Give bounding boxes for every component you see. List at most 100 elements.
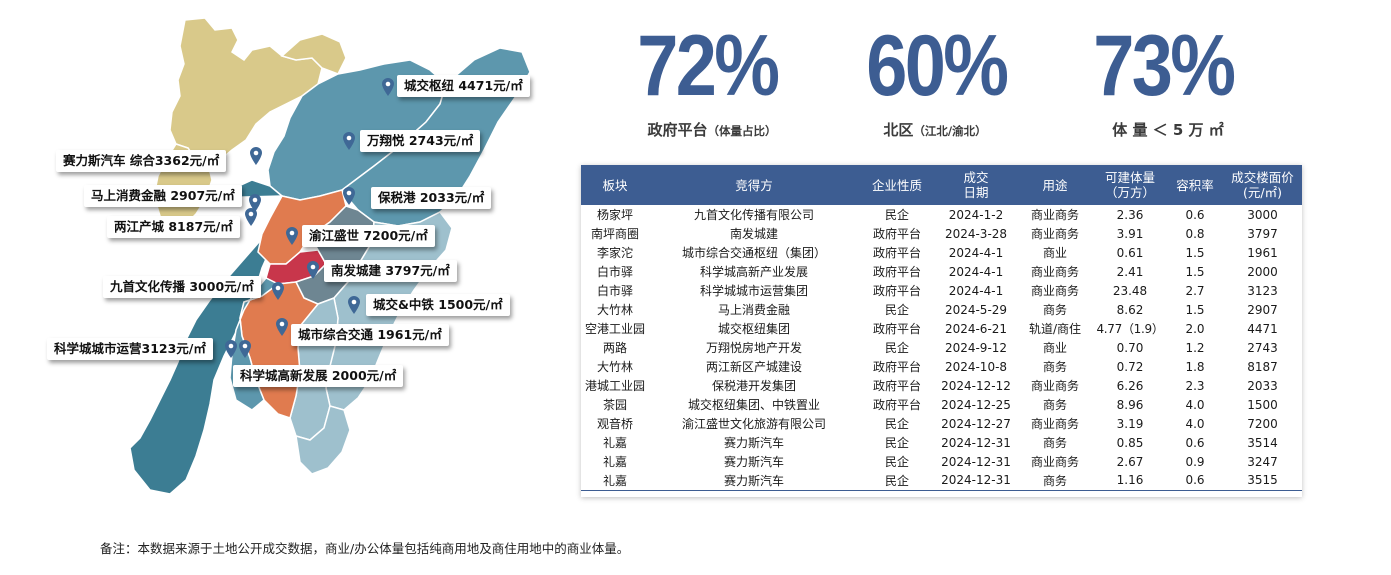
callout-mashang-finance[interactable]: 马上消费金融 2907元/㎡ xyxy=(84,185,242,207)
cell-winner: 科学城城市运营集团 xyxy=(699,284,808,298)
cell-price: 1961 xyxy=(1247,245,1278,260)
cell-winner: 保税港开发集团 xyxy=(711,379,796,393)
map-pin-icon[interactable] xyxy=(276,318,288,336)
stat-label-north: 北区（江北/渝北） xyxy=(855,118,1015,142)
map-pin-icon[interactable] xyxy=(382,78,394,96)
map-pin-icon[interactable] xyxy=(307,261,319,279)
cell-price: 3797 xyxy=(1247,226,1278,241)
callout-nanfa-chengjian[interactable]: 南发城建 3797元/㎡ xyxy=(324,260,457,282)
cell-company-type: 民企 xyxy=(884,436,909,450)
callout-chengjiao-zhongtie[interactable]: 城交&中铁 1500元/㎡ xyxy=(366,294,510,316)
table-row[interactable]: 大竹林 两江新区产城建设 政府平台 2024-10-8 商务 0.72 1.8 8187 xyxy=(581,357,1302,376)
cell-volume: 0.70 xyxy=(1116,340,1144,355)
callout-chengjiao-hub[interactable]: 城交枢纽 4471元/㎡ xyxy=(397,75,530,97)
cell-company-type: 政府平台 xyxy=(872,265,921,279)
cell-sector: 礼嘉 xyxy=(602,455,627,469)
map-pin-icon[interactable] xyxy=(348,296,360,314)
cell-volume: 2.36 xyxy=(1116,207,1144,222)
cell-far: 1.8 xyxy=(1185,359,1205,374)
table-row[interactable]: 观音桥 渝江盛世文化旅游有限公司 民企 2024-12-27 商业商务 3.19 4.0 72… xyxy=(581,414,1302,433)
cell-company-type: 民企 xyxy=(884,455,909,469)
cell-sector: 大竹林 xyxy=(596,360,633,374)
col-header-usage[interactable]: 用途 xyxy=(1017,165,1093,205)
cell-far: 1.5 xyxy=(1185,245,1205,260)
table-row[interactable]: 白市驿 科学城高新产业发展 政府平台 2024-4-1 商业商务 2.41 1.5 2000 xyxy=(581,262,1302,281)
cell-far: 2.7 xyxy=(1185,283,1205,298)
land-transaction-table: 板块 竞得方 企业性质 成交 日期 用途 可建体量 （万方） 容积率 成交楼面价… xyxy=(581,165,1302,491)
table-row[interactable]: 大竹林 马上消费金融 民企 2024-5-29 商务 8.62 1.5 2907 xyxy=(581,300,1302,319)
callout-yujiang-shengshi[interactable]: 渝江盛世 7200元/㎡ xyxy=(302,225,435,247)
cell-far: 2.0 xyxy=(1185,321,1205,336)
cell-far: 0.9 xyxy=(1185,454,1205,469)
stat-label-sub: （体量占比） xyxy=(707,124,777,138)
table-row[interactable]: 茶园 城交枢纽集团、中铁置业 政府平台 2024-12-25 商务 8.96 4.0 1500 xyxy=(581,395,1302,414)
col-header-sector[interactable]: 板块 xyxy=(581,165,649,205)
cell-date: 2024-12-31 xyxy=(941,435,1011,450)
table-row[interactable]: 礼嘉 赛力斯汽车 民企 2024-12-31 商业商务 2.67 0.9 3247 xyxy=(581,452,1302,471)
cell-usage: 商业商务 xyxy=(1030,265,1079,279)
map-pin-icon[interactable] xyxy=(343,132,355,150)
cell-winner: 九首文化传播有限公司 xyxy=(693,208,814,222)
map-pin-icon[interactable] xyxy=(225,340,237,358)
table-row[interactable]: 空港工业园 城交枢纽集团 政府平台 2024-6-21 轨道/商住 4.77（1.9） 2.… xyxy=(581,319,1302,338)
col-header-far[interactable]: 容积率 xyxy=(1167,165,1223,205)
map-pin-icon[interactable] xyxy=(245,208,257,226)
cell-company-type: 政府平台 xyxy=(872,398,921,412)
table-row[interactable]: 白市驿 科学城城市运营集团 政府平台 2024-4-1 商业商务 23.48 2.7 3123 xyxy=(581,281,1302,300)
table-row[interactable]: 两路 万翔悦房地产开发 民企 2024-9-12 商业 0.70 1.2 2743 xyxy=(581,338,1302,357)
cell-volume: 6.26 xyxy=(1116,378,1144,393)
map-pin-icon[interactable] xyxy=(343,187,355,205)
map-pin-icon[interactable] xyxy=(286,227,298,245)
cell-usage: 商务 xyxy=(1017,471,1093,491)
col-header-price[interactable]: 成交楼面价 (元/㎡) xyxy=(1223,165,1302,205)
table-body: 杨家坪 九首文化传播有限公司 民企 2024-1-2 商业商务 2.36 0.6 3000 南坪… xyxy=(581,205,1302,491)
stat-value-north-share: 60% xyxy=(866,18,1009,114)
cell-date: 2024-12-12 xyxy=(941,378,1011,393)
table-row[interactable]: 杨家坪 九首文化传播有限公司 民企 2024-1-2 商业商务 2.36 0.6 3000 xyxy=(581,205,1302,224)
map-pin-icon[interactable] xyxy=(239,340,251,358)
cell-company-type: 民企 xyxy=(884,417,909,431)
callout-liangjiang-chancheng[interactable]: 两江产城 8187元/㎡ xyxy=(107,216,240,238)
cell-price: 3123 xyxy=(1247,283,1278,298)
callout-bonded-port[interactable]: 保税港 2033元/㎡ xyxy=(371,187,492,209)
callout-kexuecheng-operation[interactable]: 科学城城市运营3123元/㎡ xyxy=(47,338,213,360)
cell-company-type: 民企 xyxy=(884,341,909,355)
callout-jiushou-culture[interactable]: 九首文化传播 3000元/㎡ xyxy=(103,276,261,298)
cell-usage: 商业商务 xyxy=(1030,379,1079,393)
cell-price: 8187 xyxy=(1247,359,1278,374)
cell-winner: 马上消费金融 xyxy=(717,303,790,317)
callout-kexuecheng-hitech[interactable]: 科学城高新发展 2000元/㎡ xyxy=(233,365,404,387)
table-row[interactable]: 南坪商圈 南发城建 政府平台 2024-3-28 商业商务 3.91 0.8 3797 xyxy=(581,224,1302,243)
table-row[interactable]: 礼嘉 赛力斯汽车 民企 2024-12-31 商务 1.16 0.6 3515 xyxy=(581,471,1302,491)
cell-sector: 白市驿 xyxy=(596,284,633,298)
col-header-winner[interactable]: 竞得方 xyxy=(649,165,859,205)
cell-far: 1.5 xyxy=(1185,264,1205,279)
col-header-company-type[interactable]: 企业性质 xyxy=(859,165,935,205)
map-pin-icon[interactable] xyxy=(249,194,261,212)
cell-company-type: 政府平台 xyxy=(872,284,921,298)
cell-date: 2024-5-29 xyxy=(944,302,1008,317)
col-header-date[interactable]: 成交 日期 xyxy=(935,165,1017,205)
cell-far: 0.6 xyxy=(1167,471,1223,491)
map-pin-icon[interactable] xyxy=(250,147,262,165)
callout-wanxiangyue[interactable]: 万翔悦 2743元/㎡ xyxy=(360,130,481,152)
cell-usage: 商业 xyxy=(1042,341,1067,355)
callout-seres[interactable]: 赛力斯汽车 综合3362元/㎡ xyxy=(56,150,227,172)
cell-volume: 0.72 xyxy=(1116,359,1144,374)
cell-sector: 茶园 xyxy=(602,398,627,412)
col-header-volume[interactable]: 可建体量 （万方） xyxy=(1093,165,1167,205)
table-row[interactable]: 李家沱 城市综合交通枢纽（集团） 政府平台 2024-4-1 商业 0.61 1.5 1961 xyxy=(581,243,1302,262)
cell-usage: 商务 xyxy=(1042,360,1067,374)
cell-volume: 2.41 xyxy=(1116,264,1144,279)
map-pin-icon[interactable] xyxy=(272,282,284,300)
footnote: 备注：本数据来源于土地公开成交数据，商业/办公体量包括纯商用地及商住用地中的商业… xyxy=(100,541,630,556)
stat-label-sub: （江北/渝北） xyxy=(913,124,987,138)
cell-winner: 科学城高新产业发展 xyxy=(699,265,808,279)
table-row[interactable]: 礼嘉 赛力斯汽车 民企 2024-12-31 商务 0.85 0.6 3514 xyxy=(581,433,1302,452)
cell-date: 2024-1-2 xyxy=(948,207,1004,222)
table-row[interactable]: 港城工业园 保税港开发集团 政府平台 2024-12-12 商业商务 6.26 2.3 203… xyxy=(581,376,1302,395)
callout-urban-transport[interactable]: 城市综合交通 1961元/㎡ xyxy=(291,324,449,346)
cell-sector: 李家沱 xyxy=(596,246,633,260)
table-header-row: 板块 竞得方 企业性质 成交 日期 用途 可建体量 （万方） 容积率 成交楼面价… xyxy=(581,165,1302,205)
cell-date: 2024-4-1 xyxy=(948,245,1004,260)
